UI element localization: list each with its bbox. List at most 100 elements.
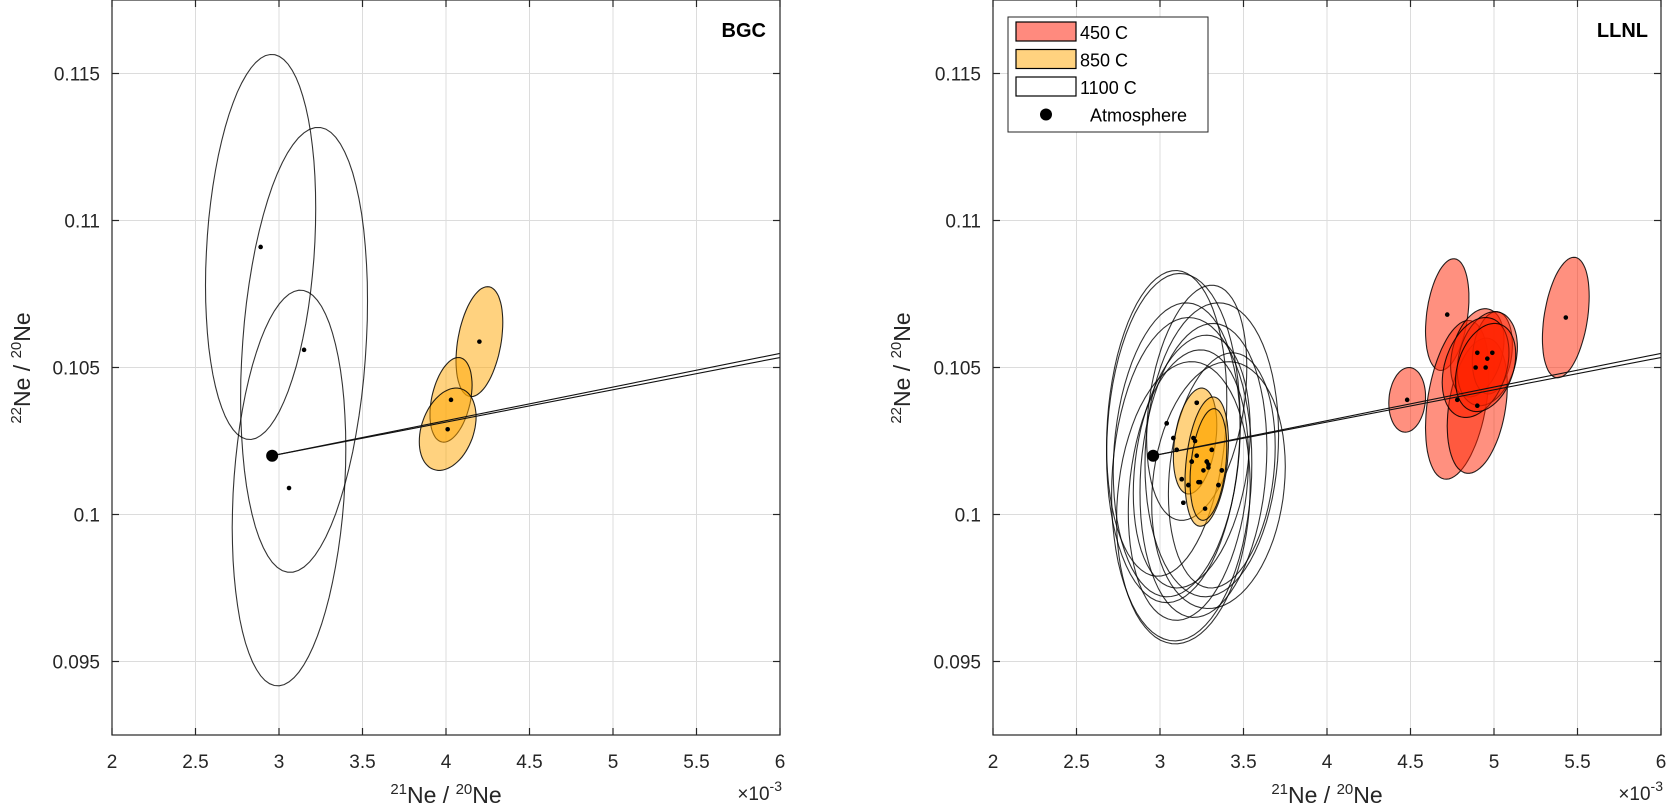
y-tick-label: 0.11 <box>64 212 100 233</box>
ylabel-sup2: 20 <box>888 342 905 359</box>
x-tick-label: 5.5 <box>683 752 709 773</box>
y-tick-label: 0.105 <box>52 359 100 380</box>
data-point <box>258 244 263 250</box>
mixing-line <box>272 356 780 457</box>
x-exponent-power: -3 <box>1651 778 1664 794</box>
data-point <box>448 397 454 403</box>
bgc-panel: 2 2.5 3 3.5 4 4.5 5 5.5 6 0.095 0.1 0.105 0.11 0.115 B… <box>8 0 785 808</box>
x-tick-label: 4.5 <box>1397 752 1423 773</box>
data-point <box>1179 476 1185 482</box>
mixing-lines <box>272 352 780 457</box>
error-ellipse <box>204 53 317 441</box>
data-point <box>1483 365 1488 370</box>
mixing-line <box>1153 356 1661 457</box>
legend-label: 450 C <box>1080 23 1128 43</box>
x-exponent-power: -3 <box>770 778 783 794</box>
x-tick-label: 2 <box>107 752 118 773</box>
llnl-panel: 2 2.5 3 3.5 4 4.5 5 5.5 6 0.095 0.1 0.105 0.11 0.115 4… <box>888 0 1666 808</box>
data-point <box>1186 482 1191 488</box>
data-point <box>1475 403 1480 409</box>
data-points <box>258 244 482 491</box>
ticks <box>111 0 781 735</box>
y-tick-label: 0.115 <box>54 65 100 86</box>
x-tick-label: 4.5 <box>516 752 542 773</box>
series-850c <box>1172 387 1230 527</box>
legend-swatch <box>1015 21 1077 42</box>
legend-marker <box>1040 108 1052 121</box>
plot-content <box>1106 256 1661 645</box>
data-point <box>1174 447 1179 453</box>
data-point <box>301 347 307 353</box>
y-tick-label: 0.095 <box>933 653 981 674</box>
data-point <box>1194 400 1200 406</box>
legend-label: Atmosphere <box>1090 106 1187 126</box>
xlabel-sup2: 20 <box>1337 781 1354 798</box>
ylabel-base1: Ne / <box>889 358 915 407</box>
legend-label: 1100 C <box>1080 78 1137 98</box>
x-axis-label-bgc: 21Ne / 20Ne <box>390 781 501 808</box>
error-ellipse <box>1111 316 1253 642</box>
x-tick-label: 3 <box>274 752 285 773</box>
x-tick-label: 4 <box>441 752 452 773</box>
y-tick-label: 0.095 <box>52 653 100 674</box>
x-tick-label: 5 <box>608 752 619 773</box>
xlabel-sup1: 21 <box>390 781 407 798</box>
error-ellipse <box>240 126 369 573</box>
y-tick-label: 0.1 <box>955 506 981 527</box>
data-point <box>1219 468 1225 473</box>
data-point <box>1473 365 1478 370</box>
x-tick-label: 6 <box>1656 752 1667 773</box>
data-points <box>1164 312 1569 511</box>
data-point <box>1164 421 1169 426</box>
mixing-line <box>1153 352 1661 457</box>
error-ellipse <box>1151 361 1286 610</box>
x-tick-label: 3.5 <box>349 752 375 773</box>
y-axis-label-llnl: 22Ne / 20Ne <box>888 312 915 423</box>
ylabel-base1: Ne / <box>9 358 35 407</box>
y-axis-label-bgc: 22Ne / 20Ne <box>8 312 35 423</box>
x-tick-label: 2 <box>988 752 999 773</box>
data-point <box>286 485 292 491</box>
data-point <box>1209 447 1215 453</box>
data-point <box>1197 479 1203 485</box>
x-tick-label: 6 <box>775 752 786 773</box>
legend-swatch <box>1015 76 1077 97</box>
x-exponent-llnl: ×10-3 <box>1618 778 1663 805</box>
data-point <box>1216 482 1221 488</box>
xlabel-base2: Ne <box>1353 782 1382 808</box>
x-tick-label: 2.5 <box>1063 752 1089 773</box>
plot-content <box>204 53 780 687</box>
error-ellipse <box>1132 334 1251 589</box>
error-ellipse <box>1112 302 1241 598</box>
legend: 450 C 850 C 1100 C Atmosphere <box>1007 16 1209 133</box>
ticks <box>992 0 1662 735</box>
x-exponent-bgc: ×10-3 <box>737 778 782 805</box>
x-axis-label-llnl: 21Ne / 20Ne <box>1271 781 1382 808</box>
data-point <box>1404 397 1410 403</box>
y-tick-label: 0.115 <box>935 65 981 86</box>
x-tick-label: 4 <box>1322 752 1333 773</box>
ylabel-base2: Ne <box>889 312 915 341</box>
data-point <box>1444 312 1450 317</box>
xlabel-base1: Ne / <box>407 782 456 808</box>
x-exponent-base: ×10 <box>1618 784 1650 805</box>
mixing-lines <box>1153 352 1661 457</box>
series-1100c <box>204 53 369 687</box>
data-point <box>1206 465 1211 470</box>
data-point <box>1189 459 1195 464</box>
data-point <box>1475 350 1480 356</box>
data-point <box>1201 468 1206 473</box>
panel-title-bgc: BGC <box>722 20 766 42</box>
data-point <box>1194 453 1200 459</box>
data-point <box>1181 500 1186 506</box>
xlabel-sup1: 21 <box>1271 781 1288 798</box>
panel-title-llnl: LLNL <box>1597 20 1648 42</box>
legend-label: 850 C <box>1080 51 1128 71</box>
error-ellipse <box>231 289 347 687</box>
xlabel-base1: Ne / <box>1288 782 1337 808</box>
ylabel-sup1: 22 <box>888 407 905 424</box>
y-tick-label: 0.105 <box>933 359 981 380</box>
data-point <box>1454 397 1460 403</box>
xlabel-sup2: 20 <box>456 781 473 798</box>
